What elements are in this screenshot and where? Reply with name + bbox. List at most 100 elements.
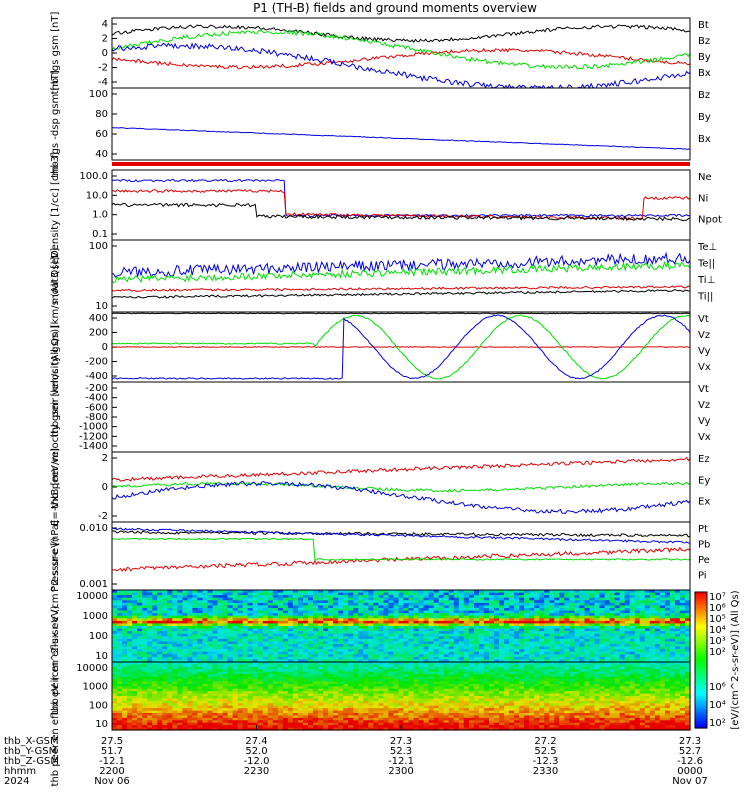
spectro-cell <box>182 698 188 702</box>
spectro-cell <box>373 708 379 712</box>
spectro-cell <box>282 698 289 702</box>
spectro-cell <box>328 681 334 685</box>
spectro-cell <box>202 671 209 675</box>
spectro-cell <box>252 669 259 673</box>
spectro-cell <box>177 613 183 617</box>
spectro-cell <box>292 669 299 673</box>
spectro-cell <box>539 644 545 648</box>
spectro-cell <box>162 710 168 714</box>
spectro-cell <box>318 705 324 709</box>
spectro-cell <box>192 656 198 661</box>
spectro-cell <box>323 628 329 632</box>
spectro-cell <box>272 713 279 716</box>
spectro-cell <box>117 636 123 640</box>
spectro-cell <box>418 659 425 663</box>
spectro-cell <box>519 615 525 619</box>
spectro-cell <box>207 641 214 645</box>
spectro-cell <box>373 602 379 607</box>
spectro-cell <box>343 698 349 702</box>
spectro-cell <box>554 649 560 653</box>
spectro-cell <box>483 644 490 648</box>
spectro-cell <box>242 613 249 617</box>
spectro-cell <box>262 638 269 643</box>
spectro-cell <box>383 722 389 726</box>
spectro-cell <box>287 669 294 673</box>
spectro-cell <box>333 717 339 721</box>
spectro-cell <box>132 620 138 625</box>
spectro-cell <box>554 597 560 601</box>
spectro-cell <box>242 610 249 614</box>
spectro-cell <box>222 646 229 650</box>
spectro-cell <box>499 610 505 614</box>
spectro-cell <box>323 710 329 714</box>
spectro-cell <box>674 605 681 609</box>
spectro-cell <box>217 676 224 680</box>
spectro-cell <box>142 720 148 724</box>
spectro-cell <box>142 671 148 675</box>
spectro-cell <box>559 628 565 632</box>
spectro-cell <box>549 618 555 622</box>
spectro-cell <box>458 631 465 635</box>
spectro-cell <box>328 597 334 601</box>
spectro-cell <box>172 592 178 596</box>
spectro-cell <box>348 671 354 675</box>
spectro-cell <box>182 615 188 619</box>
spectro-cell <box>212 671 219 675</box>
spectro-cell <box>644 597 651 601</box>
spectro-cell <box>217 613 224 617</box>
spectro-cell <box>338 656 344 661</box>
spectro-cell <box>343 669 349 673</box>
spectro-cell <box>674 636 681 640</box>
spectro-cell <box>338 679 344 682</box>
spectro-cell <box>237 671 244 675</box>
spectro-cell <box>313 623 319 627</box>
spectro-cell <box>137 618 143 622</box>
spectro-cell <box>187 615 193 619</box>
spectro-cell <box>247 613 254 617</box>
spectro-cell <box>654 590 661 594</box>
spectro-cell <box>433 651 440 655</box>
spectro-cell <box>418 620 425 625</box>
spectro-cell <box>252 626 259 630</box>
spectro-cell <box>212 698 219 702</box>
spectro-cell <box>122 683 128 687</box>
spectro-cell <box>172 669 178 673</box>
spectro-cell <box>298 651 304 655</box>
spectro-cell <box>494 649 500 653</box>
spectro-cell <box>142 654 148 658</box>
panel-0-ytick: -4 <box>98 77 108 88</box>
spectro-cell <box>277 708 284 712</box>
spectro-cell <box>147 590 153 594</box>
spectro-cell <box>257 662 264 665</box>
spectro-cell <box>287 644 294 648</box>
spectro-cell <box>584 618 591 622</box>
spectro-cell <box>669 626 676 630</box>
spectro-cell <box>348 608 354 612</box>
spectro-cell <box>222 681 229 685</box>
spectro-cell <box>378 669 384 673</box>
spectro-cell <box>117 720 123 724</box>
spectro-cell <box>564 620 570 625</box>
spectro-cell <box>564 626 570 630</box>
spectro-cell <box>222 722 229 726</box>
spectro-cell <box>292 662 299 665</box>
spectro-cell <box>132 681 138 685</box>
spectro-cell <box>323 703 329 707</box>
spectro-cell <box>212 703 219 707</box>
spectro-cell <box>589 638 596 643</box>
spectro-cell <box>333 636 339 640</box>
spectro-cell <box>609 626 616 630</box>
spectro-cell <box>152 628 158 632</box>
spectro-cell <box>559 618 565 622</box>
spectro-cell <box>383 710 389 714</box>
spectro-cell <box>353 686 359 690</box>
spectro-cell <box>132 713 138 716</box>
spectro-cell <box>197 703 203 707</box>
spectro-cell <box>152 636 158 640</box>
spectro-cell <box>614 602 621 607</box>
spectro-cell <box>679 646 686 650</box>
spectro-cell <box>443 628 450 632</box>
spectro-cell <box>232 641 239 645</box>
spectro-cell <box>267 641 274 645</box>
spectro-cell <box>292 600 299 604</box>
